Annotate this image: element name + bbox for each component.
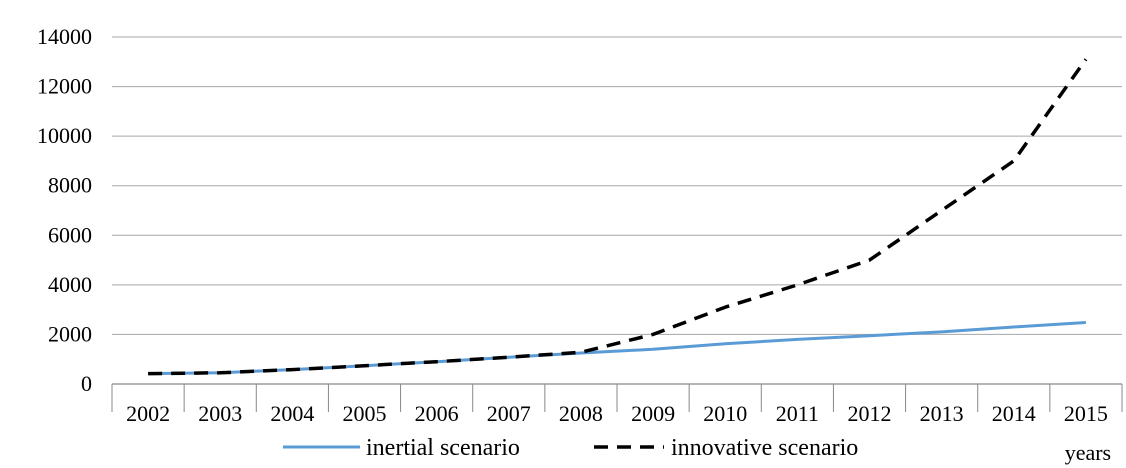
y-tick-label: 12000 <box>37 74 92 99</box>
x-tick-label: 2011 <box>776 401 819 426</box>
x-tick-label: 2008 <box>559 401 603 426</box>
x-tick-label: 2012 <box>848 401 892 426</box>
legend: inertial scenario innovative scenario <box>283 435 858 461</box>
x-tick-label: 2015 <box>1064 401 1108 426</box>
y-tick-label: 10000 <box>37 123 92 148</box>
series-lines <box>148 58 1088 376</box>
y-tick-label: 2000 <box>48 321 92 346</box>
x-tick-label: 2007 <box>487 401 531 426</box>
y-axis-ticks: 0 2000 4000 6000 8000 10000 12000 14000 <box>37 24 92 396</box>
y-tick-label: 6000 <box>48 222 92 247</box>
x-tick-label: 2010 <box>703 401 747 426</box>
x-tick-label: 2005 <box>343 401 387 426</box>
series-line-1 <box>148 58 1088 376</box>
y-tick-label: 14000 <box>37 24 92 49</box>
y-tick-label: 0 <box>81 371 92 396</box>
x-tick-label: 2009 <box>631 401 675 426</box>
legend-label-inertial: inertial scenario <box>366 435 520 461</box>
series-line-0 <box>148 321 1086 376</box>
legend-label-innovative: innovative scenario <box>671 435 858 461</box>
x-tick-label: 2014 <box>992 401 1036 426</box>
grid-lines <box>112 36 1122 335</box>
x-tick-label: 2002 <box>126 401 170 426</box>
x-axis-ticks: 2002 2003 2004 2005 2006 2007 2008 2009 2010 2011… <box>111 384 1123 426</box>
x-tick-label: 2006 <box>415 401 459 426</box>
x-tick-label: 2013 <box>920 401 964 426</box>
x-tick-label: 2003 <box>198 401 242 426</box>
y-tick-label: 8000 <box>48 173 92 198</box>
x-tick-label: 2004 <box>270 401 314 426</box>
y-tick-label: 4000 <box>48 272 92 297</box>
x-axis-title: years <box>1065 440 1111 465</box>
